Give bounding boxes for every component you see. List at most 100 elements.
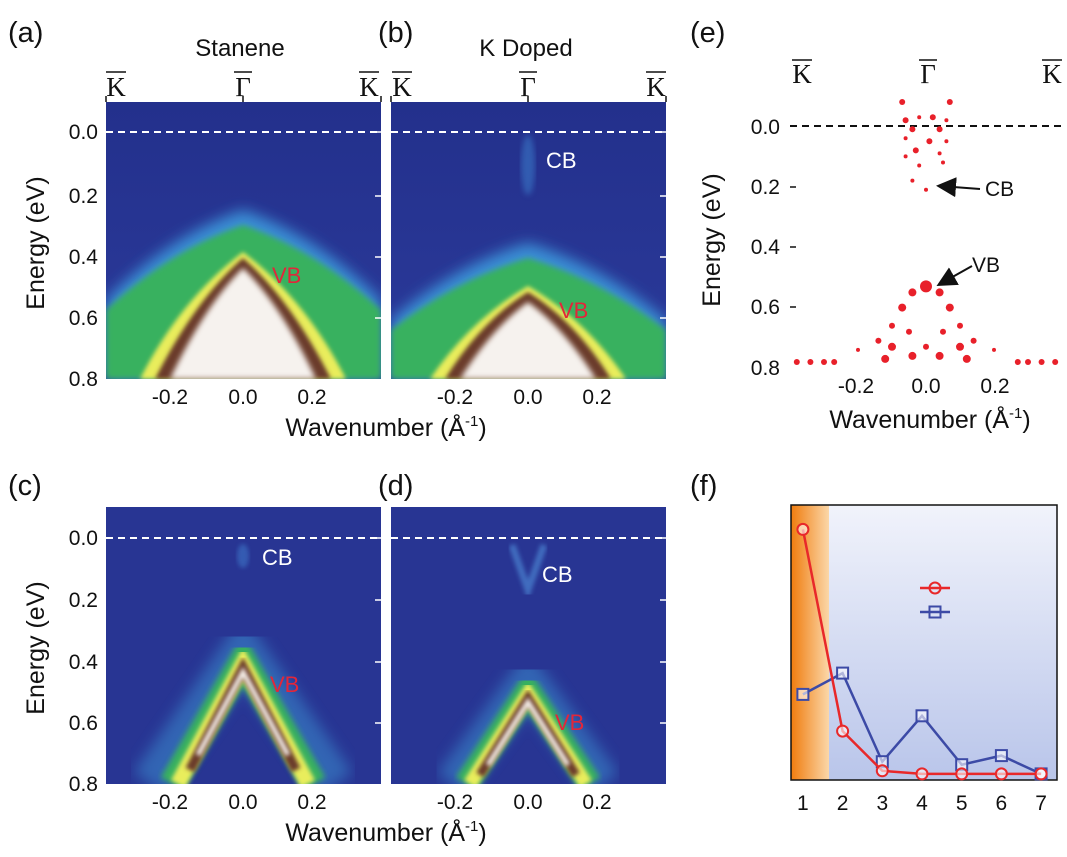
vb-label-d: VB [555, 710, 584, 735]
calc-point [936, 126, 943, 133]
layer-tick: 5 [956, 792, 968, 815]
kpoint-labels-ab: K Γ K K Γ K [106, 71, 666, 102]
k-ticks-e: -0.2 0.0 0.2 [838, 375, 1010, 398]
calc-point [807, 359, 814, 365]
calc-point [920, 280, 932, 293]
k-tick: 0.0 [228, 386, 257, 409]
k-tick: 0.0 [513, 791, 542, 814]
calc-point [875, 337, 882, 344]
vb-label-e: VB [972, 254, 1000, 277]
calc-point [917, 115, 922, 120]
calc-point [903, 136, 908, 141]
k-tick: -0.2 [152, 386, 188, 409]
legend [920, 581, 950, 619]
insb-region [829, 505, 1057, 780]
k-axis-label-ab: Wavenumber (Å-1) [285, 412, 486, 442]
k-label-a-right: K [359, 72, 379, 102]
layer-tick: 6 [996, 792, 1008, 815]
calc-point [899, 99, 906, 105]
charge-density-series [796, 522, 1048, 781]
arpes-panel-a [106, 102, 381, 379]
cb-point [836, 666, 850, 680]
calc-point [1025, 359, 1031, 365]
layer-tick: 2 [837, 792, 849, 815]
panel-f-label: (f) [690, 470, 717, 502]
calc-point [946, 99, 953, 105]
cb-label-e: CB [985, 178, 1014, 201]
k-ticks-cd: -0.2 0.0 0.2 -0.2 0.0 0.2 [152, 791, 612, 814]
vb-point [796, 522, 810, 536]
k-tick: 0.2 [980, 375, 1009, 398]
vb-point [915, 767, 929, 781]
energy-tick: 0.2 [751, 176, 780, 199]
panel-d-label: (d) [378, 470, 413, 502]
k-label-e-left: K [792, 59, 812, 89]
layer-ticks: 1 2 3 4 5 6 7 [797, 792, 1047, 815]
calc-points [793, 99, 1059, 365]
cb-point [796, 687, 810, 701]
calc-point [940, 328, 946, 335]
calc-point [831, 359, 838, 365]
calc-point [1052, 359, 1059, 365]
gamma-label-b: Γ [520, 72, 536, 102]
calc-point [906, 328, 912, 335]
k-tick: 0.2 [297, 791, 326, 814]
calc-point [908, 351, 917, 360]
k-tick: 0.2 [582, 386, 611, 409]
calc-point [856, 347, 860, 352]
vb-point [1034, 767, 1048, 781]
vb-point [875, 764, 889, 778]
calc-point [881, 354, 890, 363]
calc-point [944, 118, 949, 123]
energy-tick: 0.6 [69, 307, 98, 330]
k-axis-label-e: Wavenumber (Å-1) [829, 404, 1030, 434]
arpes-panel-c [106, 507, 381, 784]
kpoint-ticks-top [105, 96, 667, 102]
energy-tick: 0.0 [751, 116, 780, 139]
vb-point [955, 767, 969, 781]
energy-ticks-e: 0.0 0.2 0.4 0.6 0.8 [751, 116, 781, 380]
calc-point [937, 151, 942, 156]
calc-band-panel-e: K Γ K CB VB 0.0 0.2 0.4 0.6 0.8 Energy (… [698, 59, 1062, 434]
layer-tick: 3 [876, 792, 888, 815]
k-tick: 0.2 [582, 791, 611, 814]
energy-ticks-a: 0.0 0.2 0.4 0.6 0.8 [69, 121, 99, 391]
energy-tick: 0.8 [69, 368, 98, 391]
panel-a-label: (a) [8, 17, 43, 49]
k-label-a-left: K [106, 72, 126, 102]
panel-a-title: Stanene [195, 35, 284, 62]
calc-point [944, 139, 949, 144]
energy-tick: 0.4 [69, 651, 99, 674]
calc-point [898, 303, 907, 312]
calc-point [917, 163, 922, 168]
vb-point [994, 767, 1008, 781]
cb-point [994, 749, 1008, 763]
calc-point [992, 347, 996, 352]
calc-point [935, 351, 944, 360]
k-label-e-right: K [1042, 59, 1062, 89]
calc-point [935, 288, 944, 297]
energy-tick: 0.8 [69, 773, 98, 796]
vb-label-b: VB [559, 298, 588, 323]
energy-tick: 0.8 [751, 357, 780, 380]
k-tick: 0.0 [513, 386, 542, 409]
cb-point [915, 709, 929, 723]
k-tick: 0.2 [297, 386, 326, 409]
calc-point [902, 117, 909, 124]
calc-point [910, 178, 915, 183]
calc-point [1038, 359, 1045, 365]
vb-label-c: VB [270, 672, 299, 697]
calc-point [941, 160, 945, 165]
panel-b-title: K Doped [479, 35, 572, 62]
cb-label-d: CB [542, 562, 573, 587]
calc-point [945, 303, 954, 312]
energy-tick: 0.4 [751, 236, 781, 259]
energy-axis-label-e: Energy (eV) [698, 173, 726, 306]
energy-tick: 0.0 [69, 121, 98, 144]
calc-point [926, 138, 933, 145]
calc-point [962, 354, 971, 363]
vb-point [836, 724, 850, 738]
energy-tick: 0.4 [69, 246, 99, 269]
panel-b-label: (b) [378, 17, 413, 49]
